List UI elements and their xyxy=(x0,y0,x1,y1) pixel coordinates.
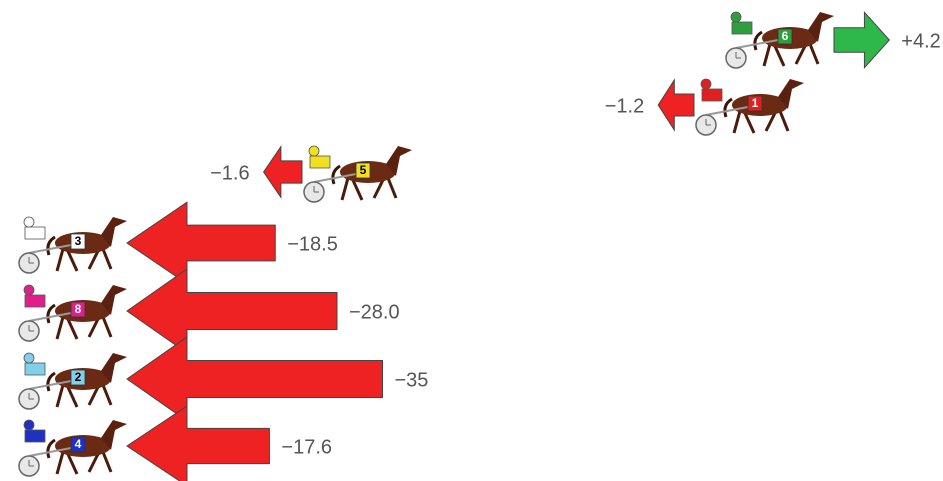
horse-number: 8 xyxy=(75,302,82,316)
change-label: −1.6 xyxy=(210,162,249,184)
driver-body xyxy=(702,89,722,101)
horse-tail xyxy=(755,32,762,50)
change-arrow xyxy=(127,269,337,353)
horse-number: 3 xyxy=(75,234,82,248)
horse-tail xyxy=(48,373,55,391)
driver-body xyxy=(25,363,45,375)
horse-tail xyxy=(48,440,55,458)
change-label: −35 xyxy=(395,369,429,391)
horse-leg xyxy=(57,385,63,407)
horse-leg xyxy=(342,178,348,200)
driver-helmet xyxy=(24,285,34,295)
horse-number: 2 xyxy=(75,370,82,384)
horse: 6 xyxy=(726,12,834,68)
driver-body xyxy=(25,295,45,307)
horse-leg xyxy=(103,385,111,405)
change-arrow xyxy=(834,12,889,67)
horse-tail xyxy=(48,237,55,255)
horse-leg xyxy=(103,249,111,269)
horse-leg xyxy=(57,452,63,474)
driver-helmet xyxy=(24,353,34,363)
driver-body xyxy=(310,156,330,168)
horse-tail xyxy=(48,305,55,323)
horse-number: 5 xyxy=(360,163,367,177)
horse-leg xyxy=(57,317,63,339)
horse-leg xyxy=(388,178,396,198)
driver-helmet xyxy=(309,146,319,156)
driver-helmet xyxy=(24,217,34,227)
race-diagram: 6 +4.2 1 −1.2 5 −1.6 3 −18.5 8 −28.0 2 −35 4 −17.6 xyxy=(0,0,943,481)
change-label: +4.2 xyxy=(901,30,940,52)
horse-number: 1 xyxy=(752,96,759,110)
horse: 4 xyxy=(19,420,127,476)
horse: 8 xyxy=(19,285,127,341)
horse: 2 xyxy=(19,353,127,409)
driver-helmet xyxy=(24,420,34,430)
driver-helmet xyxy=(701,79,711,89)
driver-body xyxy=(732,22,752,34)
horse-leg xyxy=(810,44,818,64)
horse-leg xyxy=(103,452,111,472)
change-label: −17.6 xyxy=(281,436,332,458)
horse-leg xyxy=(734,111,740,133)
change-arrow xyxy=(264,147,302,198)
horse-number: 6 xyxy=(782,29,789,43)
driver-body xyxy=(25,227,45,239)
horse-leg xyxy=(764,44,770,66)
horse: 5 xyxy=(304,146,412,202)
horse-leg xyxy=(57,249,63,271)
driver-body xyxy=(25,430,45,442)
change-arrow xyxy=(127,337,383,421)
horse: 3 xyxy=(19,217,127,273)
change-arrow xyxy=(658,80,694,130)
change-arrow xyxy=(127,202,275,284)
change-arrow xyxy=(127,406,269,481)
driver-helmet xyxy=(731,12,741,22)
change-label: −28.0 xyxy=(349,301,400,323)
change-label: −18.5 xyxy=(287,233,338,255)
horse-number: 4 xyxy=(75,437,82,451)
horse-leg xyxy=(780,111,788,131)
horse-leg xyxy=(103,317,111,337)
change-label: −1.2 xyxy=(605,95,644,117)
horse: 1 xyxy=(696,79,804,135)
horse-tail xyxy=(333,166,340,184)
horse-tail xyxy=(725,99,732,117)
